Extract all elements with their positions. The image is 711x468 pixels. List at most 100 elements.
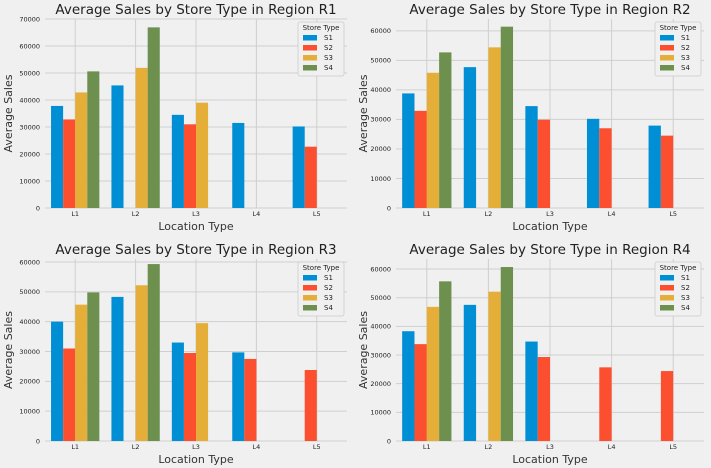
legend: Store Type S1 S2 S3 S4 [654,261,702,317]
chart-title: Average Sales by Store Type in Region R1 [55,2,336,18]
bar-S1-L4 [232,352,245,441]
bar-S1-L5 [648,125,661,208]
chart-title: Average Sales by Store Type in Region R2 [409,2,690,18]
x-tick-label: L2 [485,443,493,451]
x-tick-label: L3 [192,210,200,218]
x-tick-label: L3 [546,443,554,451]
x-axis-label: Location Type [158,453,234,466]
chart-panel-3: 0 10000 20000 30000 40000 50000 60000 L1 L2 L3 L4 L… [2,242,347,466]
x-axis-label: Location Type [512,220,588,233]
legend-swatch-S2 [303,45,317,51]
x-tick-label: L5 [313,443,321,451]
bar-S1-L4 [586,118,600,208]
bar-S3-L2 [488,291,501,441]
legend-label-S4: S4 [324,304,333,312]
bar-S2-L3 [183,352,196,441]
bar-S2-L1 [414,110,427,208]
y-tick-label: 10000 [370,175,391,183]
bar-S3-L2 [488,47,501,208]
bar-S1-L2 [463,304,477,441]
legend-label-S2: S2 [324,284,333,292]
legend-swatch-S4 [660,305,674,311]
bar-S2-L1 [63,348,76,441]
legend-label-S3: S3 [681,54,690,62]
legend-swatch-S3 [660,55,674,61]
legend-swatch-S3 [303,295,317,301]
bar-S2-L3 [537,119,550,208]
x-tick-label: L4 [608,210,616,218]
bar-S1-L1 [51,105,64,208]
legend-label-S4: S4 [681,304,690,312]
bar-S2-L3 [537,357,550,441]
bar-S3-L1 [75,92,88,208]
x-tick-label: L1 [423,443,431,451]
bar-S4-L1 [87,71,100,208]
y-tick-label: 60000 [19,42,40,50]
x-tick-label: L5 [313,210,321,218]
bar-S3-L1 [75,304,88,441]
x-axis-label: Location Type [158,220,234,233]
bar-S1-L3 [171,114,184,208]
y-tick-label: 20000 [19,378,40,386]
legend-label-S3: S3 [324,294,333,302]
bar-S4-L1 [439,281,452,441]
chart-title: Average Sales by Store Type in Region R3 [55,242,336,258]
bar-S2-L5 [304,369,317,441]
legend-title: Store Type [660,24,697,32]
x-tick-label: L2 [132,210,140,218]
bar-S2-L4 [599,128,612,208]
y-tick-label: 20000 [19,150,40,158]
x-tick-label: L3 [192,443,200,451]
x-tick-label: L5 [669,210,677,218]
bar-S1-L1 [402,331,415,441]
bar-S2-L5 [660,135,674,208]
legend-label-S2: S2 [681,44,690,52]
y-tick-label: 40000 [19,318,40,326]
legend-label-S3: S3 [324,54,333,62]
y-tick-label: 0 [387,204,391,212]
x-tick-label: L2 [132,443,140,451]
y-tick-label: 0 [36,437,40,445]
legend-label-S1: S1 [324,34,333,42]
bar-S3-L2 [135,67,148,209]
y-tick-label: 30000 [19,348,40,356]
legend-label-S2: S2 [681,284,690,292]
legend-label-S1: S1 [681,34,690,42]
bar-S2-L1 [414,344,427,441]
x-tick-label: L4 [608,443,616,451]
bar-S1-L2 [111,296,124,441]
y-axis-label: Average Sales [2,74,15,152]
y-tick-label: 50000 [370,57,391,65]
legend-swatch-S2 [660,285,674,291]
bar-S3-L1 [426,72,440,208]
y-tick-label: 20000 [370,380,391,388]
legend-swatch-S3 [660,295,674,301]
y-tick-label: 10000 [19,407,40,415]
bar-S2-L5 [304,146,317,208]
bar-S1-L3 [525,341,538,441]
x-tick-label: L4 [253,443,261,451]
y-tick-label: 0 [36,204,40,212]
legend: Store Type S1 S2 S3 S4 [297,21,345,77]
bar-S1-L3 [171,342,184,441]
chart-title: Average Sales by Store Type in Region R4 [409,242,690,258]
x-axis-label: Location Type [512,453,588,466]
legend: Store Type S1 S2 S3 S4 [297,261,345,317]
bar-S1-L4 [232,122,245,208]
legend-title: Store Type [303,24,340,32]
bar-S1-L2 [111,85,124,208]
legend-title: Store Type [303,264,340,272]
legend-swatch-S4 [660,65,674,71]
legend-label-S3: S3 [681,294,690,302]
y-tick-label: 30000 [370,116,391,124]
y-tick-label: 60000 [19,258,40,266]
y-tick-label: 40000 [19,96,40,104]
x-tick-label: L1 [423,210,431,218]
y-axis-label: Average Sales [357,311,370,389]
y-tick-label: 20000 [370,145,391,153]
bar-S3-L1 [426,306,440,441]
bar-S4-L1 [439,52,452,208]
chart-panel-2: 0 10000 20000 30000 40000 50000 60000 L1 L2 L3 L4 L… [357,2,704,233]
legend-swatch-S4 [303,305,317,311]
legend-swatch-S4 [303,65,317,71]
